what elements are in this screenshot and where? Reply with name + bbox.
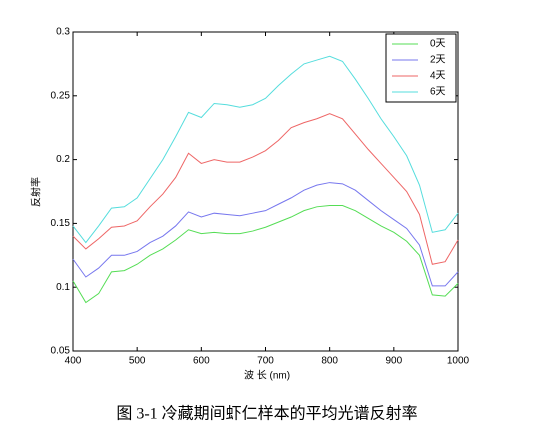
y-axis-label: 反射率 (30, 177, 43, 207)
legend-label: 4天 (430, 71, 446, 82)
caption: 图 3-1 冷藏期间虾仁样本的平均光谱反射率 (116, 405, 417, 423)
legend-label: 2天 (430, 55, 446, 66)
y-tick-label: 0.3 (56, 27, 70, 38)
x-tick-label: 500 (129, 356, 146, 367)
x-tick-label: 600 (193, 356, 210, 367)
x-tick-label: 400 (65, 356, 82, 367)
x-tick-label: 1000 (447, 356, 470, 367)
legend-label: 6天 (430, 87, 446, 98)
y-tick-label: 0.05 (51, 346, 71, 357)
y-tick-label: 0.2 (56, 154, 70, 165)
series-line (72, 205, 459, 304)
legend-box (385, 33, 457, 103)
legend-label: 0天 (430, 39, 446, 50)
x-tick-label: 800 (321, 356, 338, 367)
y-tick-label: 0.15 (51, 218, 71, 229)
x-tick-label: 700 (257, 356, 274, 367)
series-line (72, 182, 459, 287)
series-line (72, 55, 459, 244)
series-line (72, 113, 459, 265)
y-tick-label: 0.1 (56, 282, 70, 293)
x-tick-label: 900 (385, 356, 402, 367)
x-axis-label: 波 长 (nm) (244, 369, 290, 382)
y-tick-label: 0.25 (51, 90, 71, 101)
